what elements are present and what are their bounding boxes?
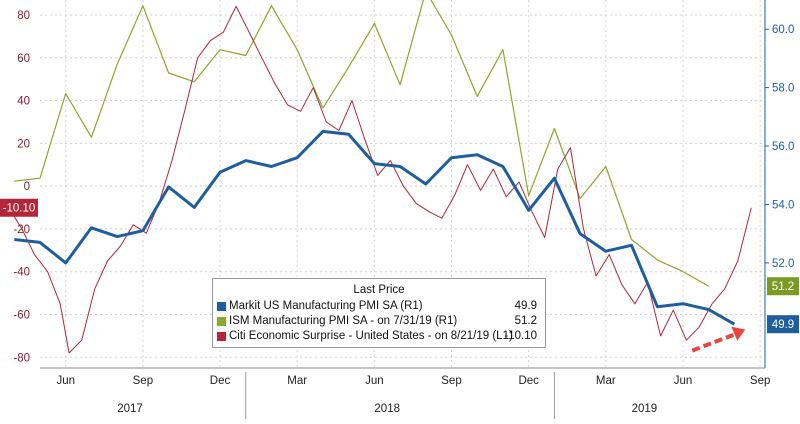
left-tick-label: 40 bbox=[17, 96, 30, 108]
right-tick-label: 60.0 bbox=[772, 24, 794, 36]
left-axis: 80 60 40 20 0 -20 -40 -60 -80 bbox=[13, 10, 30, 364]
arrow-shaft bbox=[691, 330, 740, 353]
month-label: Jun bbox=[56, 375, 75, 387]
right-tick-label: 54.0 bbox=[772, 199, 794, 211]
last-value-badges: -10.10 51.2 49.9 bbox=[0, 198, 799, 334]
left-tick-label: -20 bbox=[13, 224, 30, 236]
month-label: Sep bbox=[441, 375, 461, 387]
legend-value-ism: 51.2 bbox=[514, 315, 537, 327]
left-tick-label: -40 bbox=[13, 267, 30, 279]
series-lines bbox=[10, 0, 752, 354]
ism-last-badge-bg bbox=[767, 277, 799, 296]
left-tick-label: -60 bbox=[13, 310, 30, 322]
legend-item-markit: Markit US Manufacturing PMI SA (R1) 49.9 bbox=[213, 299, 545, 314]
left-tick-label: 0 bbox=[24, 181, 30, 193]
x-axis: Jun Sep Dec Mar Jun Sep Dec Mar Jun Sep 2017 2018 20… bbox=[40, 367, 770, 419]
month-label: Jun bbox=[365, 375, 384, 387]
arrow-head bbox=[731, 326, 746, 341]
right-tick-label: 56.0 bbox=[772, 141, 794, 153]
year-label: 2017 bbox=[117, 403, 143, 415]
year-label: 2019 bbox=[632, 403, 658, 415]
trend-arrow-annotation bbox=[691, 326, 746, 353]
legend-swatch-citi bbox=[217, 332, 226, 341]
year-label: 2018 bbox=[374, 403, 400, 415]
series-line-ism bbox=[14, 0, 709, 287]
legend-swatch-markit bbox=[217, 302, 226, 311]
month-label: Jun bbox=[674, 375, 693, 387]
left-tick-label: 60 bbox=[17, 53, 30, 65]
month-label: Mar bbox=[287, 375, 307, 387]
legend-title: Last Price bbox=[353, 284, 405, 296]
legend-value-markit: 49.9 bbox=[514, 300, 537, 312]
citi-last-badge: -10.10 bbox=[3, 203, 36, 215]
right-tick-label: 52.0 bbox=[772, 258, 794, 270]
right-axis: 60.0 58.0 56.0 54.0 52.0 bbox=[764, 0, 794, 368]
ism-last-badge: 51.2 bbox=[772, 281, 794, 293]
left-tick-label: 80 bbox=[17, 10, 30, 22]
left-tick-label: -80 bbox=[13, 352, 30, 364]
legend-item-citi: Citi Economic Surprise - United States -… bbox=[213, 329, 545, 344]
legend: Last Price Markit US Manufacturing PMI S… bbox=[212, 278, 546, 348]
month-label: Sep bbox=[750, 375, 770, 387]
legend-label-ism: ISM Manufacturing PMI SA - on 7/31/19 (R… bbox=[229, 315, 458, 327]
citi-last-badge-bg bbox=[0, 198, 38, 217]
legend-label-markit: Markit US Manufacturing PMI SA (R1) bbox=[229, 300, 423, 312]
series-line-markit bbox=[14, 129, 736, 326]
right-tick-label: 58.0 bbox=[772, 83, 794, 95]
series-line-citi bbox=[10, 5, 752, 354]
legend-label-citi: Citi Economic Surprise - United States -… bbox=[229, 330, 513, 342]
markit-last-badge: 49.9 bbox=[772, 319, 794, 331]
legend-item-ism: ISM Manufacturing PMI SA - on 7/31/19 (R… bbox=[213, 314, 545, 329]
month-label: Mar bbox=[596, 375, 616, 387]
legend-swatch-ism bbox=[217, 317, 226, 326]
month-label: Sep bbox=[133, 375, 153, 387]
month-label: Dec bbox=[210, 375, 231, 387]
month-label: Dec bbox=[518, 375, 539, 387]
left-tick-label: 20 bbox=[17, 138, 30, 150]
legend-value-citi: -10.10 bbox=[504, 330, 537, 342]
markit-last-badge-bg bbox=[767, 315, 799, 334]
